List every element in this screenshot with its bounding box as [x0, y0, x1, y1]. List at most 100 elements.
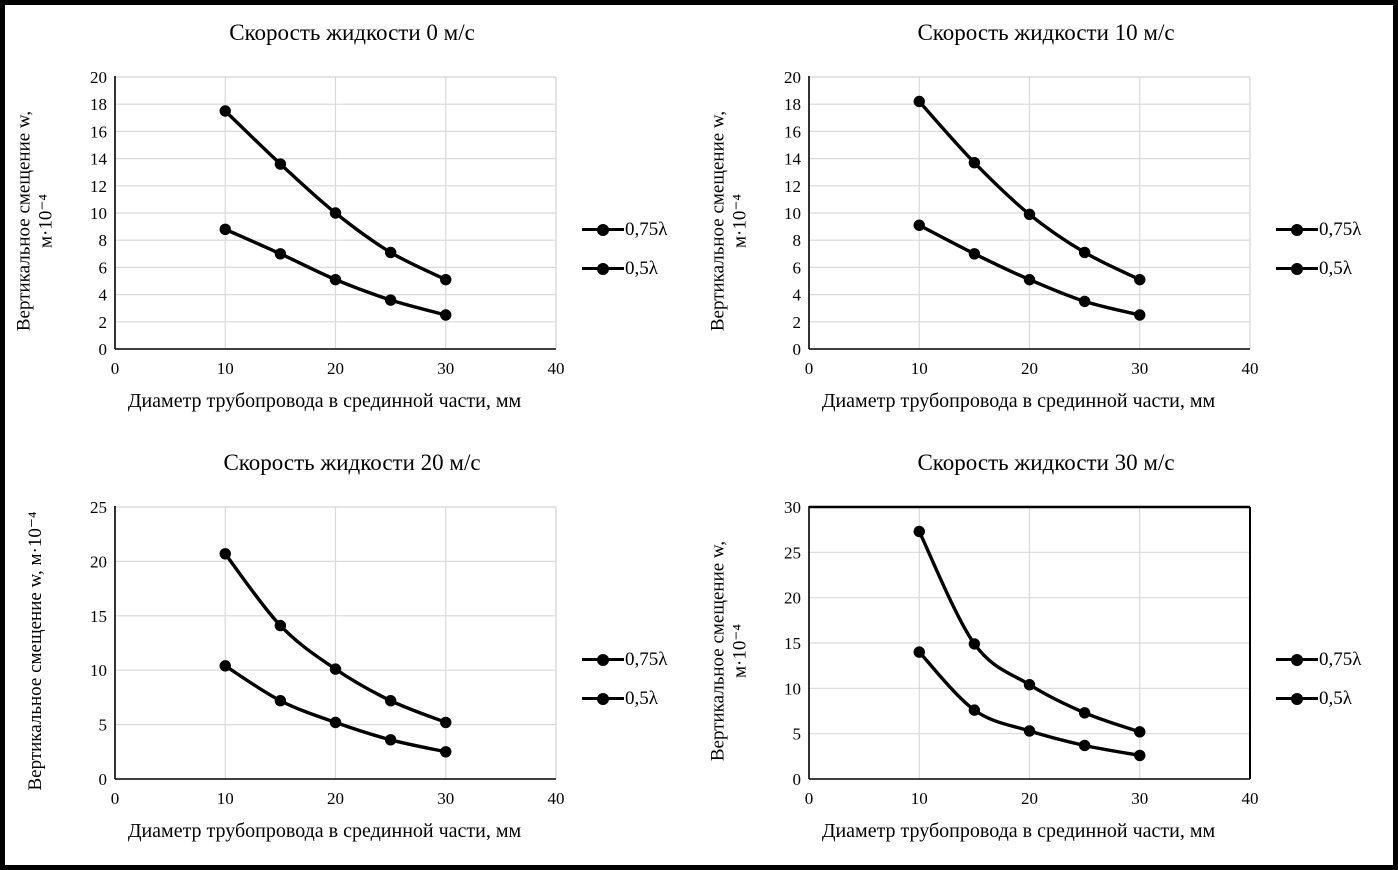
y-tick-label: 10: [784, 204, 801, 223]
y-tick-label: 25: [90, 498, 107, 517]
x-tick-label: 0: [111, 359, 120, 378]
data-point: [1134, 273, 1146, 286]
data-point: [913, 646, 925, 658]
y-axis-title: Вертикальное смещение w, м·10⁻⁴: [5, 55, 67, 387]
plot-area: 0 2 4 6 8 10 12 14 16 18 20 0 10 20 30 40: [90, 68, 565, 378]
chart-title: Скорость жидкости 0 м/с: [229, 20, 475, 45]
legend-label: 0,5λ: [625, 687, 658, 709]
legend-item-075: 0,75λ: [582, 219, 699, 241]
x-axis-title: Диаметр трубопровода в срединной части, …: [127, 390, 522, 412]
data-point: [1078, 295, 1091, 308]
chart-10ms: Скорость жидкости 10 м/с Вертикальное см…: [699, 5, 1393, 435]
x-tick-label: 40: [1242, 359, 1259, 378]
chart-title: Скорость жидкости 20 м/с: [223, 450, 481, 475]
x-tick-label: 40: [548, 789, 565, 808]
y-tick-label: 18: [90, 95, 107, 114]
y-tick-label: 0: [99, 340, 108, 359]
y-tick-label: 5: [793, 725, 802, 744]
y-tick-label: 25: [784, 543, 801, 562]
x-axis-title: Диаметр трубопровода в срединной части, …: [821, 390, 1216, 412]
plot-area: 0 5 10 15 20 25 30 0 10 20 30 40: [784, 498, 1259, 808]
data-point: [1134, 749, 1146, 762]
y-tick-label: 5: [99, 716, 108, 735]
legend-label: 0,75λ: [1319, 648, 1362, 670]
data-point: [1134, 726, 1146, 738]
y-tick-label: 20: [90, 552, 107, 571]
y-tick-label: 14: [784, 150, 802, 169]
data-point: [968, 638, 981, 650]
y-tick-label: 14: [90, 150, 108, 169]
x-tick-label: 30: [437, 789, 454, 808]
data-point: [1023, 208, 1036, 221]
chart-20ms: Скорость жидкости 20 м/с Вертикальное см…: [5, 435, 699, 865]
data-point: [440, 273, 452, 286]
legend-item-075: 0,75λ: [582, 649, 699, 671]
x-tick-label: 0: [805, 789, 814, 808]
legend-item-05: 0,5λ: [1276, 258, 1393, 280]
y-tick-label: 20: [784, 68, 801, 87]
y-tick-label: 4: [99, 286, 108, 305]
x-tick-label: 20: [1021, 789, 1038, 808]
y-tick-label: 12: [784, 177, 801, 196]
chart-title: Скорость жидкости 30 м/с: [917, 450, 1175, 475]
y-tick-label: 20: [784, 589, 801, 608]
legend-marker-icon: [582, 697, 624, 700]
y-axis-title-line1: Вертикальное смещение w, м·10⁻⁴: [24, 511, 46, 791]
y-axis-title-line1: Вертикальное смещение w,: [13, 110, 35, 332]
data-point: [274, 694, 287, 707]
x-tick-label: 10: [911, 359, 928, 378]
plot-area: 0 2 4 6 8 10 12 14 16 18 20 0 10 20 30 40: [784, 68, 1259, 378]
data-point: [1023, 725, 1036, 737]
data-point: [384, 246, 397, 259]
data-point: [329, 716, 342, 729]
y-tick-label: 15: [90, 607, 107, 626]
data-point: [274, 158, 287, 170]
data-point: [913, 525, 925, 538]
data-point: [329, 207, 342, 219]
x-tick-label: 0: [111, 789, 120, 808]
data-point: [968, 248, 981, 260]
data-point: [1134, 309, 1146, 321]
y-tick-label: 4: [793, 286, 802, 305]
data-point: [384, 734, 397, 746]
data-point: [384, 694, 397, 707]
x-tick-label: 0: [805, 359, 814, 378]
legend: 0,75λ 0,5λ: [582, 83, 699, 415]
x-axis-title: Диаметр трубопровода в срединной части, …: [821, 820, 1216, 842]
y-tick-label: 20: [90, 68, 107, 87]
legend-marker-icon: [582, 658, 624, 661]
legend-marker-icon: [1276, 697, 1318, 700]
legend-item-05: 0,5λ: [1276, 688, 1393, 710]
x-tick-label: 20: [327, 789, 344, 808]
y-axis-title-line1: Вертикальное смещение w,: [707, 110, 729, 332]
y-axis-title-line2: м·10⁻⁴: [730, 624, 751, 679]
y-tick-label: 2: [99, 313, 108, 332]
legend-label: 0,5λ: [1319, 687, 1352, 709]
x-tick-label: 40: [1242, 789, 1259, 808]
data-point: [913, 95, 925, 108]
data-point: [329, 663, 342, 675]
y-tick-label: 16: [90, 122, 107, 141]
legend-marker-icon: [1276, 658, 1318, 661]
legend-item-05: 0,5λ: [582, 688, 699, 710]
y-tick-label: 0: [99, 770, 108, 789]
y-tick-label: 6: [793, 258, 802, 277]
data-point: [913, 219, 925, 231]
x-tick-label: 20: [327, 359, 344, 378]
data-point: [384, 294, 397, 306]
legend-label: 0,5λ: [625, 257, 658, 279]
y-axis-title-line1: Вертикальное смещение w,: [707, 540, 729, 762]
y-tick-label: 12: [90, 177, 107, 196]
y-tick-label: 15: [784, 634, 801, 653]
y-tick-label: 6: [99, 258, 108, 277]
legend: 0,75λ 0,5λ: [582, 513, 699, 845]
series-line-0,75λ: [917, 530, 1141, 734]
y-tick-label: 8: [793, 231, 802, 250]
legend-label: 0,5λ: [1319, 257, 1352, 279]
legend: 0,75λ 0,5λ: [1276, 513, 1393, 845]
y-tick-label: 2: [793, 313, 802, 332]
x-tick-label: 20: [1021, 359, 1038, 378]
y-tick-label: 10: [90, 661, 107, 680]
data-point: [329, 273, 342, 286]
